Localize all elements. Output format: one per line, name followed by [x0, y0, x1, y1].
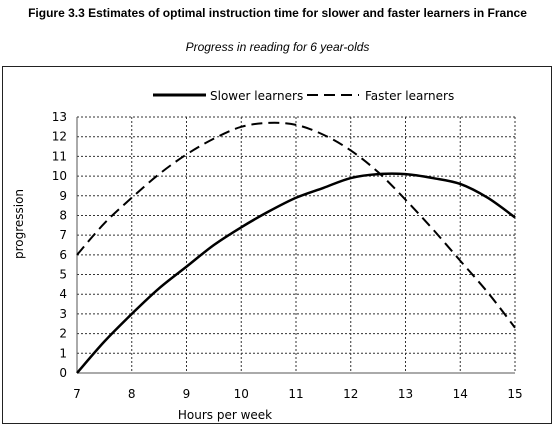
- x-tick-label: 14: [453, 387, 468, 401]
- figure-title: Figure 3.3 Estimates of optimal instruct…: [28, 6, 527, 20]
- y-tick-label: 6: [59, 248, 67, 262]
- y-tick-label: 7: [59, 228, 67, 242]
- y-tick-label: 4: [59, 287, 67, 301]
- y-axis-label: progression: [12, 189, 26, 259]
- y-tick-label: 1: [59, 346, 67, 360]
- legend-label: Slower learners: [210, 89, 303, 103]
- y-tick-label: 12: [52, 130, 67, 144]
- legend-label: Faster learners: [365, 89, 454, 103]
- axes: [76, 117, 515, 374]
- x-tick-label: 11: [288, 387, 303, 401]
- grid-lines: [77, 116, 516, 373]
- x-tick-label: 13: [398, 387, 413, 401]
- y-tick-label: 3: [59, 307, 67, 321]
- legend: Slower learners Faster learners: [153, 89, 454, 103]
- series-line-faster-learners: [76, 121, 516, 329]
- y-tick-label: 13: [52, 110, 67, 124]
- y-tick-label: 2: [59, 327, 67, 341]
- y-tick-label: 5: [59, 268, 67, 282]
- x-tick-label: 15: [507, 387, 522, 401]
- y-tick-label: 9: [59, 189, 67, 203]
- x-axis-label: Hours per week: [178, 408, 272, 422]
- y-tick-label: 8: [59, 208, 67, 222]
- x-tick-label: 12: [343, 387, 358, 401]
- chart-frame: 0 1 2 3 4 5 6 7 8 9 10 11 12 13 7 8 9 10 11 12 13 14 15 Slower…: [2, 66, 552, 424]
- series-line-slower-learners: [76, 172, 516, 374]
- y-tick-label: 11: [52, 149, 67, 163]
- x-tick-label: 9: [183, 387, 191, 401]
- y-tick-label: 0: [59, 366, 67, 380]
- x-tick-label: 10: [234, 387, 249, 401]
- series-lines: [76, 121, 516, 374]
- x-tick-label: 7: [73, 387, 81, 401]
- y-tick-label: 10: [52, 169, 67, 183]
- x-tick-label: 8: [128, 387, 136, 401]
- figure-subtitle: Progress in reading for 6 year-olds: [185, 40, 370, 54]
